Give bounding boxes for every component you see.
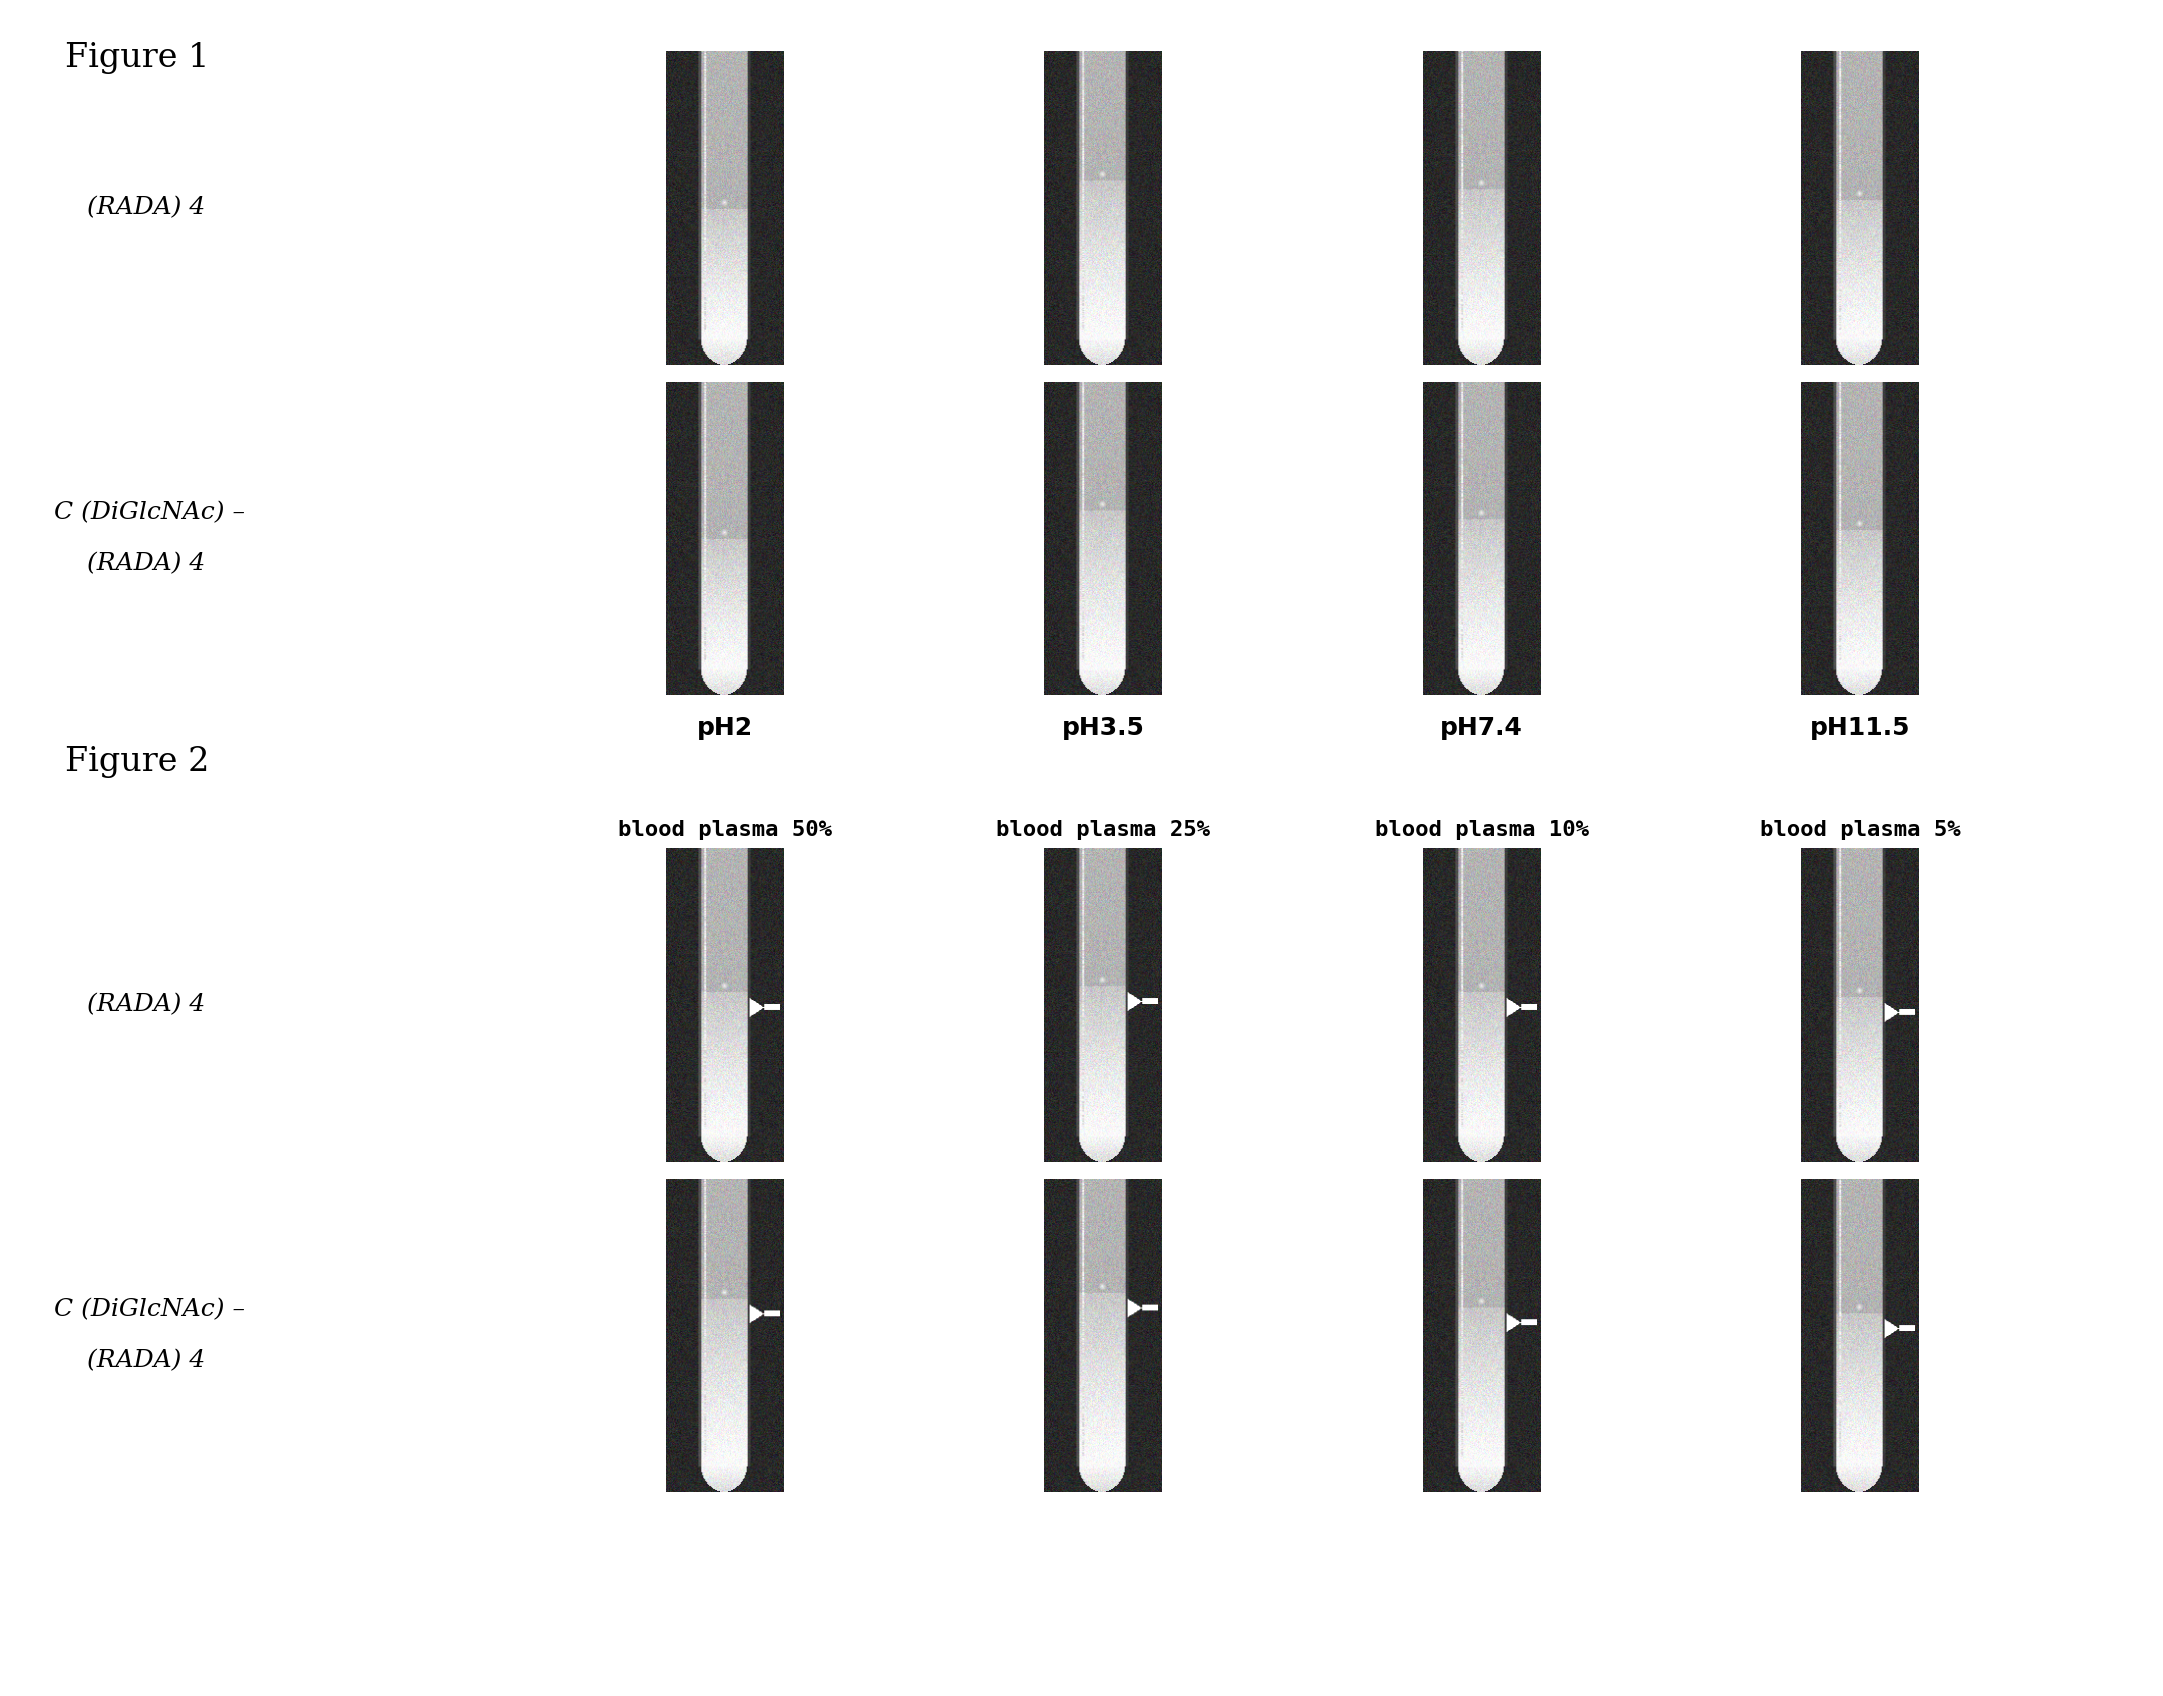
- Text: blood plasma 50%: blood plasma 50%: [619, 819, 831, 840]
- Text: pH11.5: pH11.5: [1810, 716, 1910, 739]
- Text: (RADA) 4: (RADA) 4: [87, 994, 205, 1016]
- Text: (RADA) 4: (RADA) 4: [87, 553, 205, 575]
- Text: Figure 1: Figure 1: [65, 42, 210, 75]
- Text: (RADA) 4: (RADA) 4: [87, 197, 205, 219]
- Text: Figure 2: Figure 2: [65, 746, 210, 778]
- Text: (RADA) 4: (RADA) 4: [87, 1350, 205, 1372]
- Text: C (DiGlcNAc) –: C (DiGlcNAc) –: [54, 502, 244, 524]
- Text: blood plasma 25%: blood plasma 25%: [997, 819, 1209, 840]
- Text: pH7.4: pH7.4: [1441, 716, 1523, 739]
- Text: C (DiGlcNAc) –: C (DiGlcNAc) –: [54, 1299, 244, 1321]
- Text: blood plasma 5%: blood plasma 5%: [1761, 819, 1960, 840]
- Text: pH3.5: pH3.5: [1062, 716, 1144, 739]
- Text: pH2: pH2: [696, 716, 753, 739]
- Text: blood plasma 10%: blood plasma 10%: [1376, 819, 1588, 840]
